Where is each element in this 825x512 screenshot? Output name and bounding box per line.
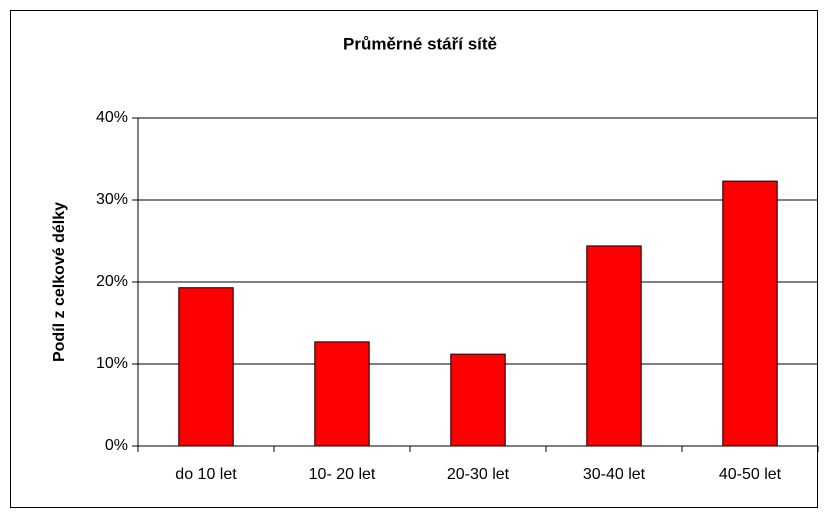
x-tick-label: 30-40 let xyxy=(583,466,646,483)
chart-title: Průměrné stáří sítě xyxy=(343,34,497,53)
bar xyxy=(314,341,370,447)
y-tick-label: 10% xyxy=(96,355,128,372)
x-tick-label: 10- 20 let xyxy=(309,466,376,483)
bar xyxy=(586,245,642,447)
x-tick-label: 40-50 let xyxy=(719,466,782,483)
y-tick-label: 40% xyxy=(96,109,128,126)
y-axis-label: Podíl z celkové délky xyxy=(51,202,68,362)
bar xyxy=(722,180,778,447)
y-tick-label: 30% xyxy=(96,191,128,208)
chart-border xyxy=(10,10,818,508)
y-tick-label: 0% xyxy=(105,437,128,454)
bar xyxy=(178,287,234,447)
y-tick-label: 20% xyxy=(96,273,128,290)
bar xyxy=(450,353,506,447)
x-tick-label: 20-30 let xyxy=(447,466,510,483)
x-tick-label: do 10 let xyxy=(175,466,237,483)
